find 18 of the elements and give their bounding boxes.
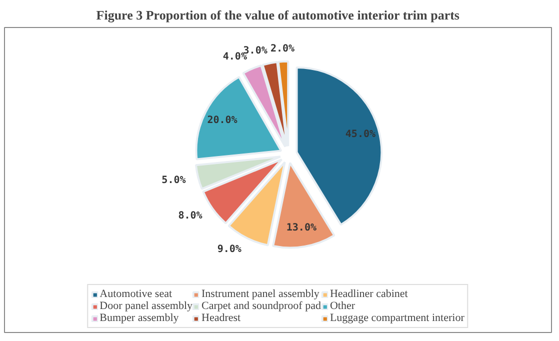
data-label: 2.0% bbox=[270, 43, 295, 54]
legend-label: Instrument panel assembly bbox=[202, 288, 320, 300]
legend-label: Luggage compartment interior bbox=[330, 312, 464, 324]
legend-label: Headrest bbox=[202, 312, 241, 324]
legend-label: Bumper assembly bbox=[100, 312, 179, 324]
legend-label: Headliner cabinet bbox=[330, 288, 408, 300]
data-label: 13.0% bbox=[286, 222, 316, 234]
legend-label: Other bbox=[330, 300, 356, 312]
data-label: 5.0% bbox=[162, 174, 186, 186]
chart-title: Figure 3 Proportion of the value of automotive interior trim parts bbox=[96, 8, 460, 22]
legend-label: Carpet and soundproof pad bbox=[202, 300, 321, 312]
data-label: 8.0% bbox=[178, 210, 202, 222]
data-label: 45.0% bbox=[345, 128, 376, 140]
legend-label: Automotive seat bbox=[100, 288, 172, 300]
legend-label: Door panel assembly bbox=[100, 300, 193, 312]
data-label: 9.0% bbox=[217, 244, 242, 255]
data-label: 20.0% bbox=[207, 114, 238, 126]
data-label: 4.0% bbox=[222, 52, 247, 63]
